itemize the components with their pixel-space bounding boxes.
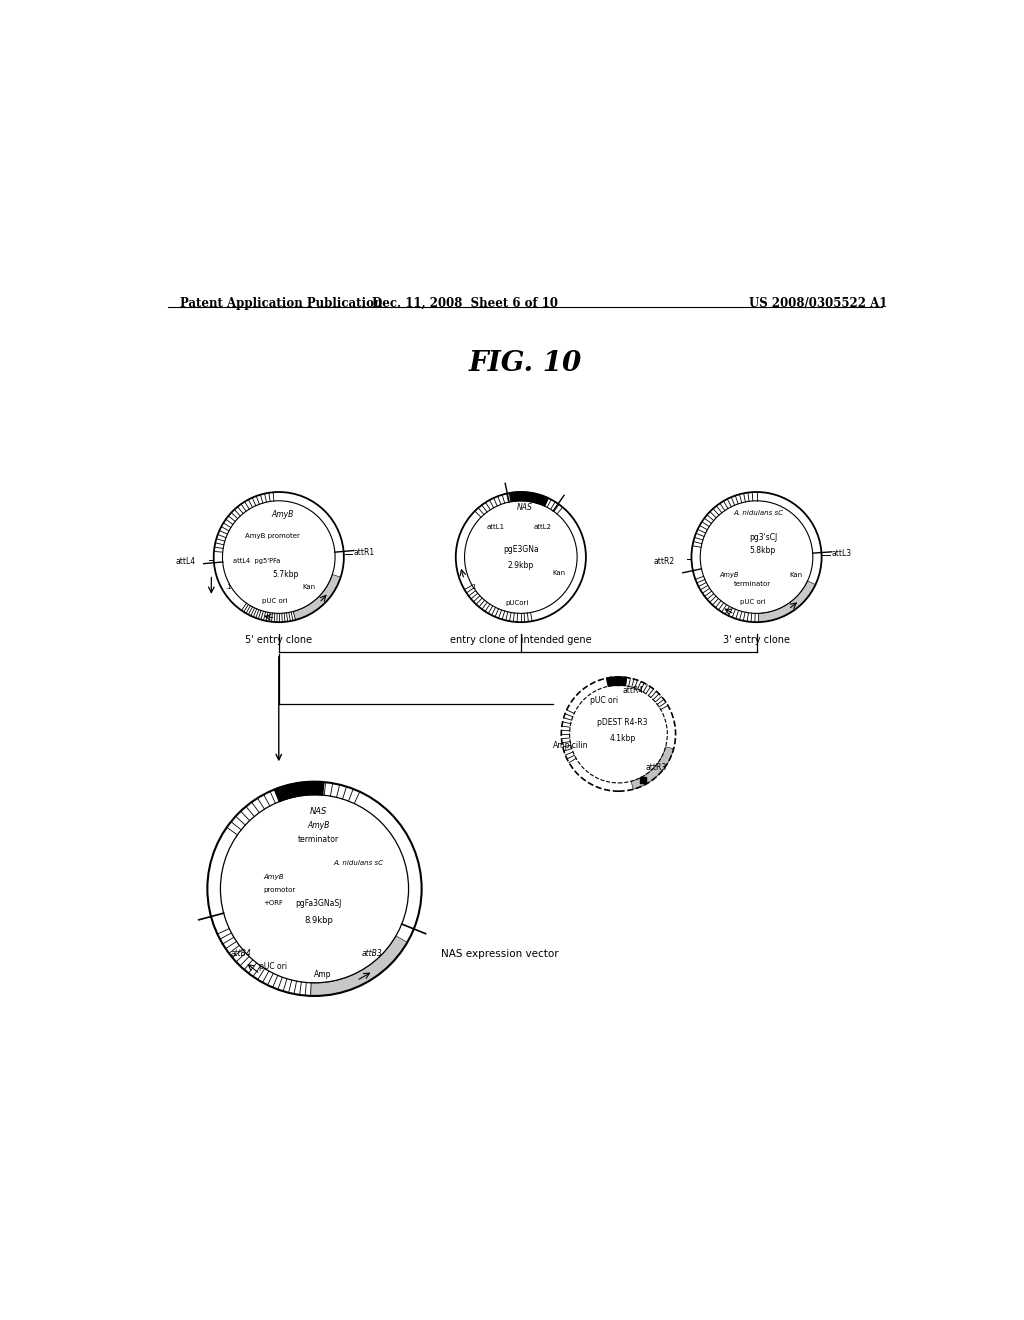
Text: NAS: NAS: [310, 807, 327, 816]
Text: 8.9kbp: 8.9kbp: [304, 916, 333, 925]
Text: A. nidulans sC: A. nidulans sC: [733, 510, 783, 516]
Text: attL3: attL3: [831, 549, 851, 557]
Text: NAS: NAS: [517, 503, 532, 512]
Text: FIG. 10: FIG. 10: [468, 350, 582, 378]
Text: AmyB: AmyB: [271, 510, 294, 519]
Text: AmyB promoter: AmyB promoter: [245, 533, 300, 539]
Text: .1: .1: [225, 585, 232, 590]
Text: attL4  pg5'PFa: attL4 pg5'PFa: [232, 558, 281, 564]
Text: AmyB: AmyB: [719, 572, 738, 578]
Circle shape: [561, 677, 676, 791]
Polygon shape: [606, 677, 627, 686]
Circle shape: [691, 492, 821, 622]
Text: attL1: attL1: [486, 524, 505, 529]
Text: AmyB: AmyB: [263, 874, 284, 880]
Text: attR1: attR1: [353, 548, 375, 557]
Text: Kan: Kan: [790, 572, 803, 578]
Text: pUC ori: pUC ori: [739, 599, 765, 606]
Polygon shape: [293, 574, 341, 620]
Text: pUC ori: pUC ori: [262, 598, 288, 603]
Text: pg3'sCJ: pg3'sCJ: [749, 533, 777, 541]
Text: 1: 1: [471, 585, 475, 590]
Text: Dec. 11, 2008  Sheet 6 of 10: Dec. 11, 2008 Sheet 6 of 10: [373, 297, 558, 310]
Text: US 2008/0305522 A1: US 2008/0305522 A1: [750, 297, 888, 310]
Text: terminator: terminator: [734, 581, 771, 587]
Text: NAS expression vector: NAS expression vector: [441, 949, 559, 958]
Text: Kan: Kan: [552, 570, 565, 576]
Text: 5.7kbp: 5.7kbp: [272, 570, 298, 579]
Circle shape: [214, 492, 344, 622]
Text: 5.8kbp: 5.8kbp: [750, 546, 776, 556]
Text: attL2: attL2: [535, 524, 552, 529]
Text: entry clone of intended gene: entry clone of intended gene: [450, 635, 592, 645]
Text: Ampicilin: Ampicilin: [553, 742, 589, 751]
Text: attR2: attR2: [653, 557, 675, 566]
Polygon shape: [510, 492, 548, 506]
Text: 5' entry clone: 5' entry clone: [245, 635, 312, 645]
Text: attR4: attR4: [623, 686, 643, 694]
Text: pgE3GNa: pgE3GNa: [503, 545, 539, 553]
Text: A. nidulans sC: A. nidulans sC: [333, 861, 383, 866]
Text: terminator: terminator: [298, 836, 339, 843]
Text: +ORF: +ORF: [263, 900, 283, 906]
Polygon shape: [274, 781, 324, 801]
Text: 4.1kbp: 4.1kbp: [609, 734, 636, 743]
Text: pUC ori: pUC ori: [590, 696, 618, 705]
Text: attL4: attL4: [176, 557, 196, 566]
Text: pDEST R4-R3: pDEST R4-R3: [597, 718, 647, 726]
Circle shape: [456, 492, 586, 622]
Circle shape: [207, 781, 422, 997]
Text: pgFa3GNaSJ: pgFa3GNaSJ: [295, 899, 342, 908]
Polygon shape: [310, 936, 408, 997]
Text: Kan: Kan: [302, 585, 315, 590]
Text: attB3: attB3: [361, 949, 382, 958]
Text: AmyB: AmyB: [307, 821, 330, 830]
Text: promotor: promotor: [263, 887, 295, 894]
Polygon shape: [631, 747, 674, 789]
Text: attB4: attB4: [231, 949, 252, 958]
Text: Amp: Amp: [313, 970, 331, 979]
Polygon shape: [759, 581, 815, 622]
Text: Patent Application Publication: Patent Application Publication: [179, 297, 382, 310]
Text: pUC ori: pUC ori: [259, 962, 288, 972]
Text: 2.9kbp: 2.9kbp: [508, 561, 534, 569]
Text: pUCori: pUCori: [505, 601, 528, 606]
Text: attR3: attR3: [646, 763, 668, 772]
Text: 3' entry clone: 3' entry clone: [723, 635, 791, 645]
